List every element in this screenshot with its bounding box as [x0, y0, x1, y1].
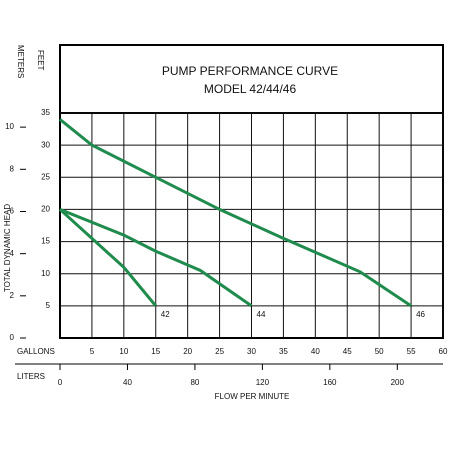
y-tick-label: 30 [41, 140, 50, 149]
x2-tick-label: 120 [256, 378, 270, 387]
x-tick-label: 60 [439, 347, 448, 356]
x-tick-label: 30 [247, 347, 256, 356]
x-tick-label: 15 [151, 347, 160, 356]
x-tick-label: 20 [183, 347, 192, 356]
x2-tick-label: 80 [190, 378, 199, 387]
chart-title: PUMP PERFORMANCE CURVE [162, 64, 338, 78]
x2-tick-label: 160 [323, 378, 337, 387]
x-tick-label: 55 [407, 347, 416, 356]
chart-subtitle: MODEL 42/44/46 [204, 82, 297, 96]
x2-tick-label: 200 [391, 378, 405, 387]
curve [59, 208, 253, 308]
y-tick-label: 25 [41, 172, 50, 181]
y-tick-label: 35 [41, 108, 50, 117]
curve [58, 208, 157, 307]
x-tick-label: 45 [343, 347, 352, 356]
x2-tick-label: 40 [123, 378, 132, 387]
y2-tick-label: 8 [10, 164, 15, 173]
y-tick-label: 15 [41, 237, 50, 246]
y2-tick-label: 2 [10, 291, 15, 300]
x-axis-label: FLOW PER MINUTE [215, 392, 290, 401]
x-unit-label: GALLONS [17, 347, 55, 356]
series-label: 42 [161, 310, 170, 319]
y2-tick-label: 6 [10, 207, 15, 216]
x-tick-label: 35 [279, 347, 288, 356]
series-label: 44 [257, 310, 266, 319]
series-label: 46 [416, 310, 425, 319]
y-tick-label: 10 [41, 269, 50, 278]
y-unit-label: FEET [36, 50, 45, 71]
y2-unit-label: METERS [16, 45, 25, 78]
x-tick-label: 25 [215, 347, 224, 356]
y-tick-label: 5 [46, 301, 51, 310]
y2-tick-label: 0 [10, 333, 15, 342]
x-tick-label: 40 [311, 347, 320, 356]
y-axis-label: TOTAL DYNAMIC HEAD [3, 204, 12, 293]
y2-tick-label: 10 [5, 122, 14, 131]
x-tick-label: 50 [375, 347, 384, 356]
x-tick-label: 5 [90, 347, 95, 356]
x-tick-label: 10 [119, 347, 128, 356]
y2-tick-label: 4 [10, 249, 15, 258]
x2-unit-label: LITERS [17, 372, 45, 381]
y-tick-label: 20 [41, 205, 50, 214]
curve [59, 118, 412, 308]
x2-tick-label: 0 [58, 378, 63, 387]
